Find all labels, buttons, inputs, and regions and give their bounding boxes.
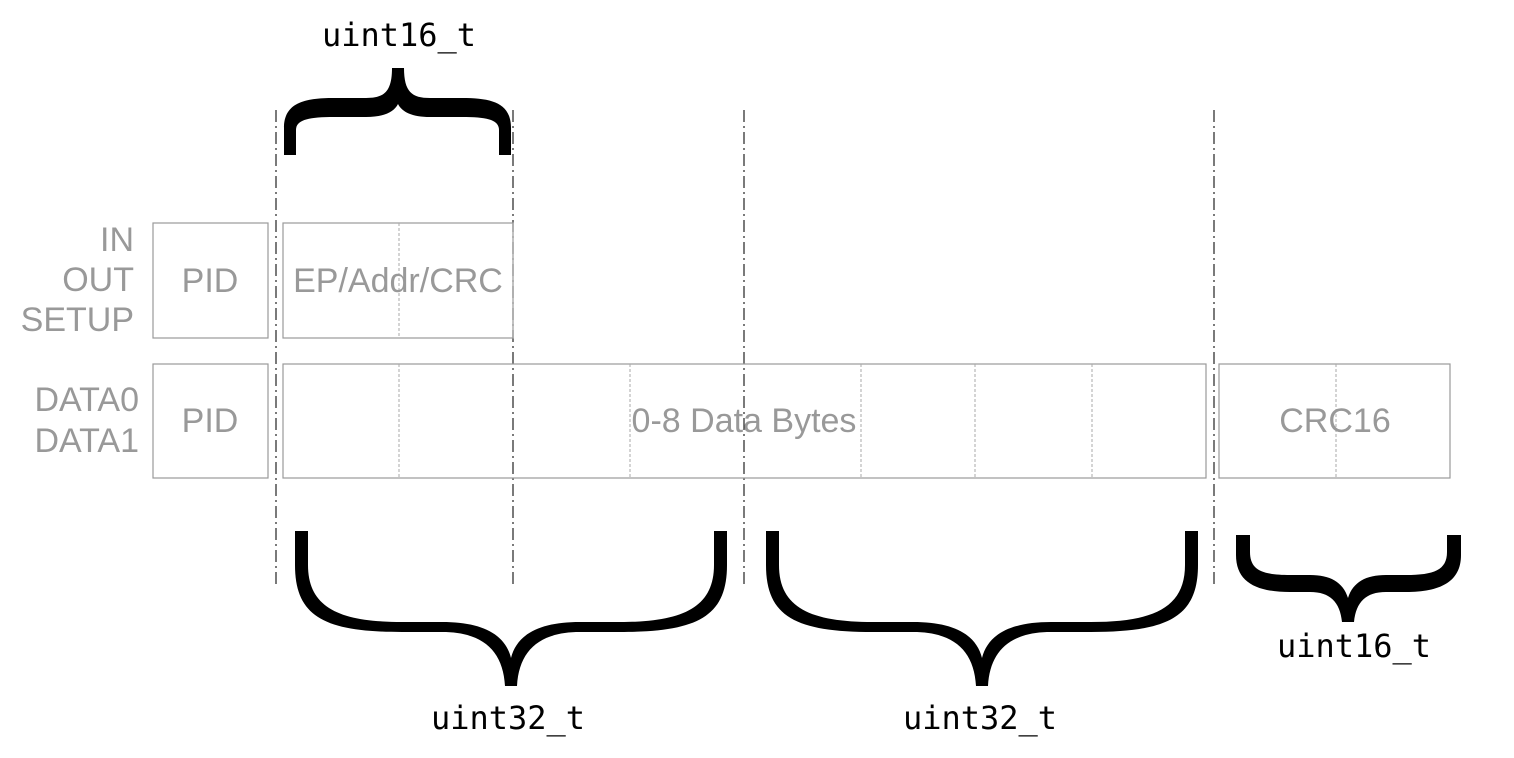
- bottom-brace-middle: uint32_t: [766, 531, 1198, 737]
- data-bytes-box: [282, 363, 1207, 479]
- token-packet: PID EP/Addr/CRC: [152, 222, 514, 339]
- token-body-label: EP/Addr/CRC: [293, 262, 503, 300]
- data-row-labels: DATA0 DATA1: [34, 381, 139, 460]
- brace-uint32-middle: [766, 531, 1198, 686]
- type-label-top: uint16_t: [322, 16, 476, 54]
- token-body-box: [282, 222, 514, 339]
- data-pid-box: [152, 363, 269, 479]
- crc16-box: [1218, 363, 1451, 479]
- data-packet: PID 0-8 Data Bytes CRC16: [152, 363, 1451, 479]
- row-label-data0: DATA0: [34, 381, 139, 419]
- data-pid-label: PID: [182, 402, 239, 440]
- type-label-bottom-middle: uint32_t: [903, 699, 1057, 737]
- data-bytes-label: 0-8 Data Bytes: [632, 402, 857, 440]
- type-label-bottom-right: uint16_t: [1277, 627, 1431, 665]
- top-brace: uint16_t: [284, 16, 511, 155]
- bottom-brace-left: uint32_t: [295, 531, 727, 737]
- row-label-in: IN: [100, 221, 134, 259]
- token-row-labels: IN OUT SETUP: [21, 221, 134, 339]
- type-label-bottom-left: uint32_t: [431, 699, 585, 737]
- token-pid-label: PID: [182, 262, 239, 300]
- brace-uint32-left: [295, 531, 727, 686]
- row-label-out: OUT: [62, 261, 134, 299]
- guide-lines: [275, 110, 1215, 588]
- crc16-label: CRC16: [1279, 402, 1390, 440]
- bottom-brace-right: uint16_t: [1236, 535, 1461, 665]
- row-label-data1: DATA1: [34, 422, 139, 460]
- token-pid-box: [152, 222, 269, 339]
- brace-uint16-right: [1236, 535, 1461, 622]
- row-label-setup: SETUP: [21, 301, 134, 339]
- brace-uint16-top: [284, 68, 511, 155]
